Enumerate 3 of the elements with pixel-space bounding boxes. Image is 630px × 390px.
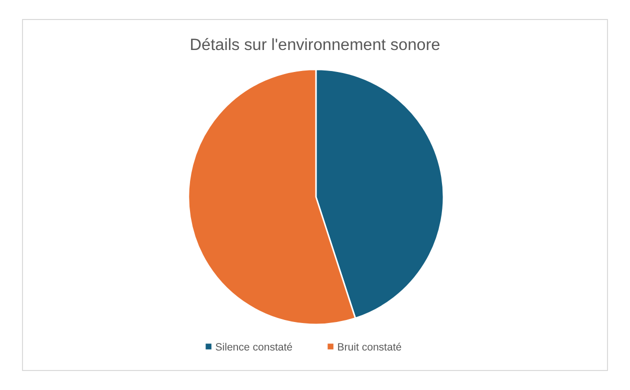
chart-title: Détails sur l'environnement sonore	[190, 36, 440, 54]
legend-label: Silence constaté	[215, 341, 293, 354]
legend-label: Bruit constaté	[337, 341, 402, 354]
